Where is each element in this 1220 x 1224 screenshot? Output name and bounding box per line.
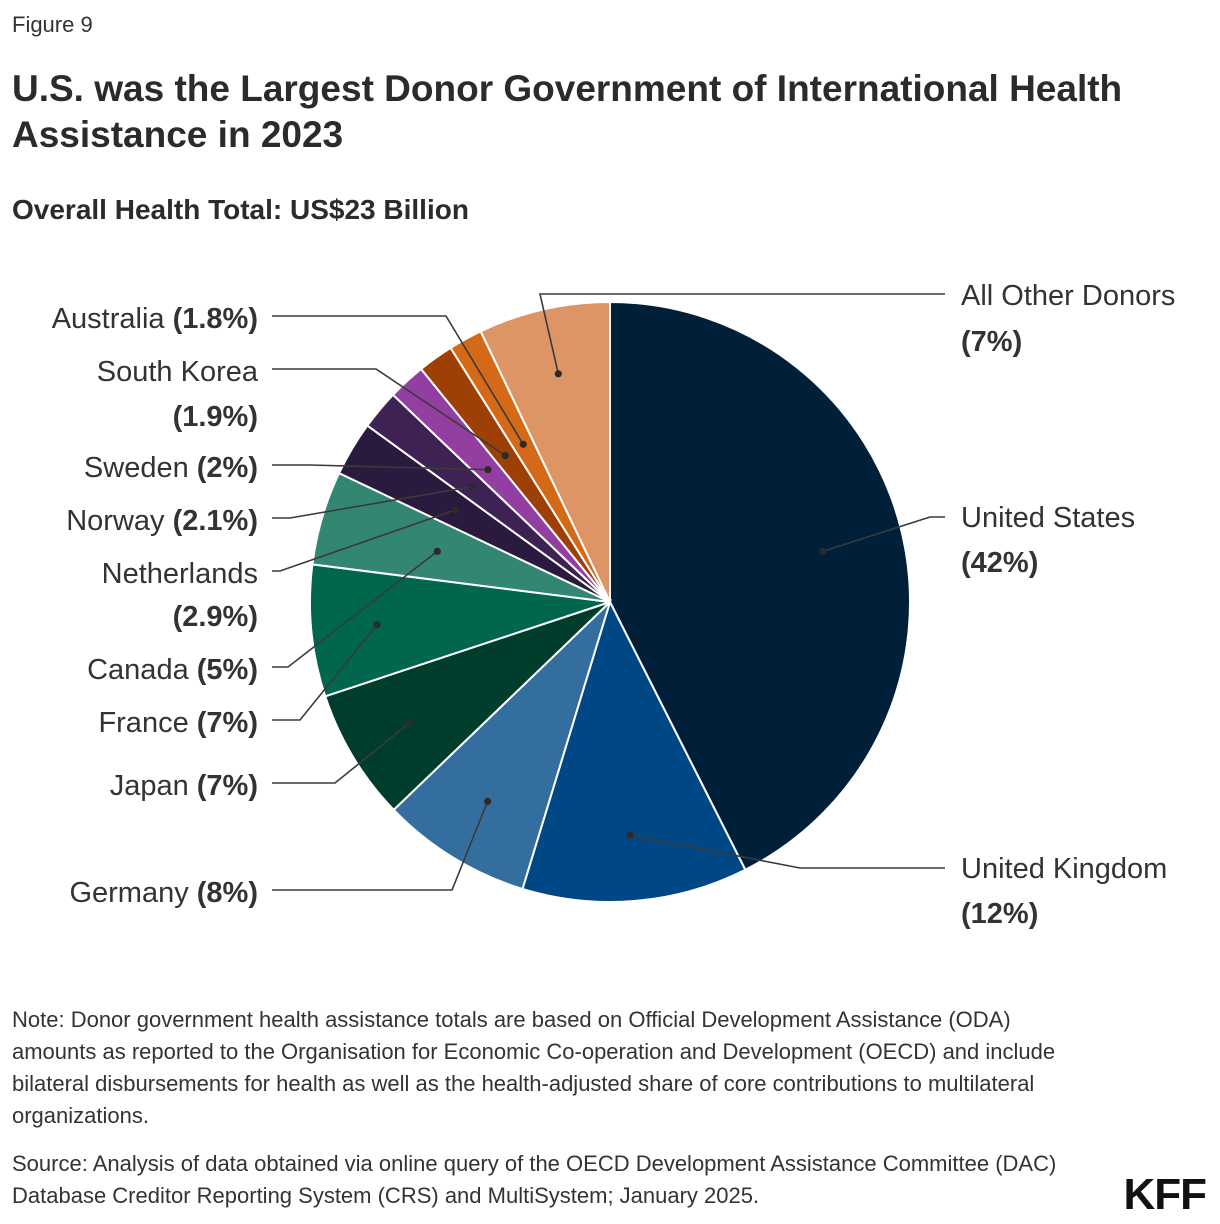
label-united-kingdom: United Kingdom (12%) [961,853,1167,930]
pie-chart: United States (42%) United Kingdom (12%) Ger… [52,280,1176,930]
leader-netherlands [272,506,459,572]
leader-norway [272,483,476,519]
label-south-korea: South Korea (1.9%) [97,356,259,433]
pie-slice-france [309,563,611,698]
kff-logo: KFF [1123,1170,1207,1219]
pie-slice-united-kingdom [521,599,747,903]
leader-sweden [272,464,492,474]
label-norway: Norway (2.1%) [66,505,258,537]
chart-subtitle: Overall Health Total: US$23 Billion [12,194,469,225]
pie-slice-united-states [609,300,912,872]
leader-japan [272,719,414,784]
leader-germany [272,797,492,891]
label-germany: Germany (8%) [69,877,258,909]
label-canada: Canada (5%) [87,654,258,686]
leader-australia [272,315,527,448]
chart-title: U.S. was the Largest Donor Government of… [12,68,1123,155]
leader-united-states [819,516,945,555]
leader-all-other-donors [538,293,945,378]
label-france: France (7%) [98,707,258,739]
leader-france [272,621,381,721]
label-japan: Japan (7%) [110,770,258,802]
label-sweden: Sweden (2%) [84,452,258,484]
pie-slice-japan [323,601,611,812]
label-all-other-donors: All Other Donors (7%) [961,280,1175,358]
label-netherlands: Netherlands (2.9%) [102,558,258,633]
leader-united-kingdom [626,831,945,869]
label-australia: Australia (1.8%) [52,303,258,335]
label-united-states: United States (42%) [961,502,1135,579]
leader-south-korea [272,368,509,460]
chart-note: Note: Donor government health assistance… [12,1007,1056,1128]
chart-source: Source: Analysis of data obtained via on… [12,1151,1057,1208]
figure-label: Figure 9 [12,12,93,37]
leader-canada [272,547,441,668]
pie-slice-germany [392,598,613,891]
